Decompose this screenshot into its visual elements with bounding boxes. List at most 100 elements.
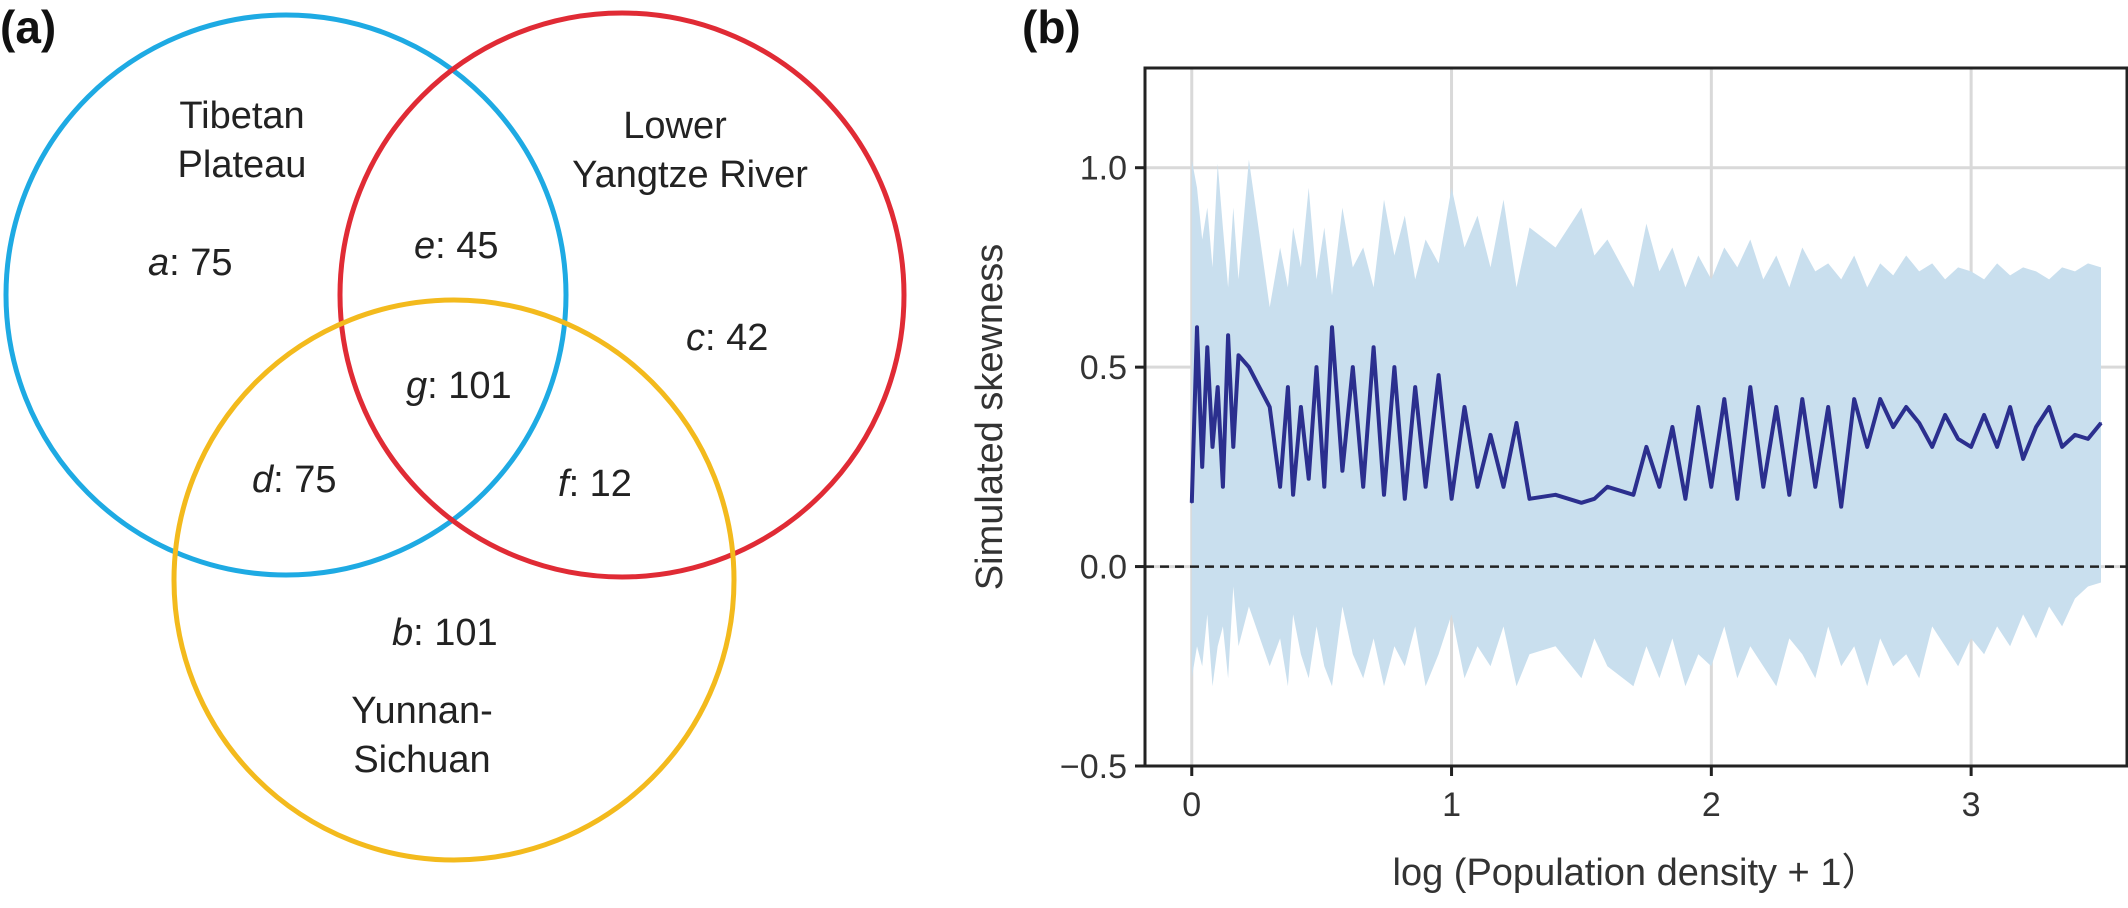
series-point-48 bbox=[1723, 398, 1726, 400]
series-point-28 bbox=[1424, 486, 1427, 488]
series-point-54 bbox=[1801, 398, 1804, 400]
series-point-65 bbox=[1944, 414, 1946, 416]
series-point-50 bbox=[1749, 386, 1752, 388]
series-point-24 bbox=[1383, 493, 1385, 496]
x-tick-label-1: 1 bbox=[1442, 786, 1461, 824]
series-point-62 bbox=[1905, 406, 1907, 408]
set-label-tibetan-plateau-line1: Tibetan bbox=[179, 95, 304, 137]
series-point-49 bbox=[1736, 497, 1739, 500]
panel-b-label: (b) bbox=[1022, 1, 1081, 53]
region-b-value: : 101 bbox=[413, 612, 498, 654]
series-point-37 bbox=[1554, 493, 1557, 496]
confidence-band bbox=[1191, 159, 2101, 687]
region-c-value: : 42 bbox=[705, 317, 768, 359]
series-point-2 bbox=[1201, 466, 1203, 468]
series-point-51 bbox=[1762, 486, 1765, 488]
series-point-35 bbox=[1515, 422, 1518, 424]
region-f-value: : 12 bbox=[569, 463, 632, 505]
series-point-14 bbox=[1292, 493, 1294, 496]
y-tick-label-0: −0.5 bbox=[1060, 748, 1127, 786]
series-point-74 bbox=[2061, 446, 2063, 448]
y-axis-label: Simulated skewness bbox=[969, 244, 1011, 590]
series-point-7 bbox=[1227, 334, 1229, 337]
series-point-70 bbox=[2009, 406, 2011, 408]
series-point-8 bbox=[1232, 446, 1235, 448]
series-point-72 bbox=[2035, 426, 2037, 428]
x-tick-label-3: 3 bbox=[1962, 786, 1981, 824]
series-point-40 bbox=[1606, 486, 1609, 488]
series-point-56 bbox=[1827, 406, 1830, 408]
series-point-11 bbox=[1268, 406, 1271, 408]
region-a-count: a: 75 bbox=[148, 242, 233, 284]
region-b-letter: b bbox=[392, 612, 413, 654]
region-a-value: : 75 bbox=[169, 242, 232, 284]
region-d-value: : 75 bbox=[273, 459, 336, 501]
series-point-53 bbox=[1788, 493, 1791, 496]
series-point-20 bbox=[1341, 470, 1344, 472]
set-label-tibetan-plateau-line2: Plateau bbox=[178, 144, 307, 186]
y-tick-label-3: 1.0 bbox=[1080, 150, 1127, 188]
x-axis-ticks: 0 1 2 3 bbox=[1182, 766, 1981, 824]
series-point-33 bbox=[1489, 434, 1492, 436]
series-point-43 bbox=[1658, 486, 1661, 488]
series-point-52 bbox=[1775, 406, 1778, 408]
series-point-34 bbox=[1502, 486, 1505, 488]
region-g-value: : 101 bbox=[427, 365, 512, 407]
series-point-39 bbox=[1593, 497, 1596, 500]
set-label-lower-yangtze-line1: Lower bbox=[623, 105, 727, 147]
series-point-64 bbox=[1931, 446, 1933, 448]
y-axis-ticks: −0.5 0.0 0.5 1.0 bbox=[1060, 150, 1145, 786]
venn-circle-lower-yangtze-river bbox=[337, 10, 907, 580]
series-point-6 bbox=[1222, 486, 1224, 488]
series-point-5 bbox=[1216, 386, 1219, 388]
panel-a-label: (a) bbox=[0, 1, 57, 53]
region-c-count: c: 42 bbox=[686, 317, 768, 359]
series-point-18 bbox=[1323, 486, 1326, 488]
series-point-61 bbox=[1892, 426, 1894, 428]
region-d-letter: d bbox=[252, 459, 275, 501]
set-label-yunnan-sichuan-line2: Sichuan bbox=[353, 739, 490, 781]
region-c-letter: c bbox=[686, 317, 705, 359]
series-point-77 bbox=[2100, 422, 2102, 424]
skewness-chart: 0 1 2 3 −0.5 0.0 0.5 1.0 log (Population densi… bbox=[969, 66, 2128, 894]
x-tick-label-2: 2 bbox=[1702, 786, 1721, 824]
series-point-22 bbox=[1362, 486, 1365, 488]
region-d-count: d: 75 bbox=[252, 459, 337, 501]
series-point-38 bbox=[1580, 501, 1583, 504]
region-e-value: : 45 bbox=[435, 225, 498, 267]
series-line bbox=[1189, 325, 2103, 509]
series-points bbox=[1190, 326, 2102, 508]
set-label-lower-yangtze-line2: Yangtze River bbox=[572, 154, 808, 196]
series-point-4 bbox=[1211, 446, 1214, 448]
series-point-45 bbox=[1684, 497, 1687, 500]
plot-frame bbox=[1143, 66, 2128, 768]
series-point-1 bbox=[1196, 326, 1198, 329]
region-a-letter: a bbox=[148, 242, 169, 284]
set-label-yunnan-sichuan-line1: Yunnan- bbox=[351, 690, 493, 732]
x-axis-label: log (Population density + 1） bbox=[1393, 852, 1880, 894]
series-point-30 bbox=[1450, 497, 1453, 500]
series-point-73 bbox=[2048, 406, 2050, 408]
series-point-13 bbox=[1287, 386, 1289, 388]
series-point-29 bbox=[1437, 374, 1440, 376]
region-g-count: g: 101 bbox=[406, 365, 512, 407]
series-point-68 bbox=[1983, 414, 1985, 416]
series-point-32 bbox=[1476, 486, 1479, 488]
series-point-3 bbox=[1206, 346, 1209, 349]
series-point-17 bbox=[1315, 366, 1318, 368]
series-point-46 bbox=[1697, 406, 1700, 408]
venn-circle-yunnan-sichuan bbox=[171, 297, 737, 863]
series-point-27 bbox=[1414, 386, 1416, 388]
series-point-26 bbox=[1403, 497, 1406, 500]
series-point-69 bbox=[1996, 446, 1998, 448]
series-point-21 bbox=[1352, 366, 1354, 368]
series-point-71 bbox=[2022, 458, 2024, 460]
series-point-47 bbox=[1710, 486, 1713, 488]
series-point-57 bbox=[1840, 505, 1843, 508]
venn-diagram: Tibetan Plateau Lower Yangtze River Yunn… bbox=[3, 10, 907, 863]
series-point-25 bbox=[1393, 366, 1396, 368]
region-g-letter: g bbox=[406, 365, 427, 407]
series-point-63 bbox=[1918, 422, 1920, 424]
region-e-count: e: 45 bbox=[414, 225, 499, 267]
